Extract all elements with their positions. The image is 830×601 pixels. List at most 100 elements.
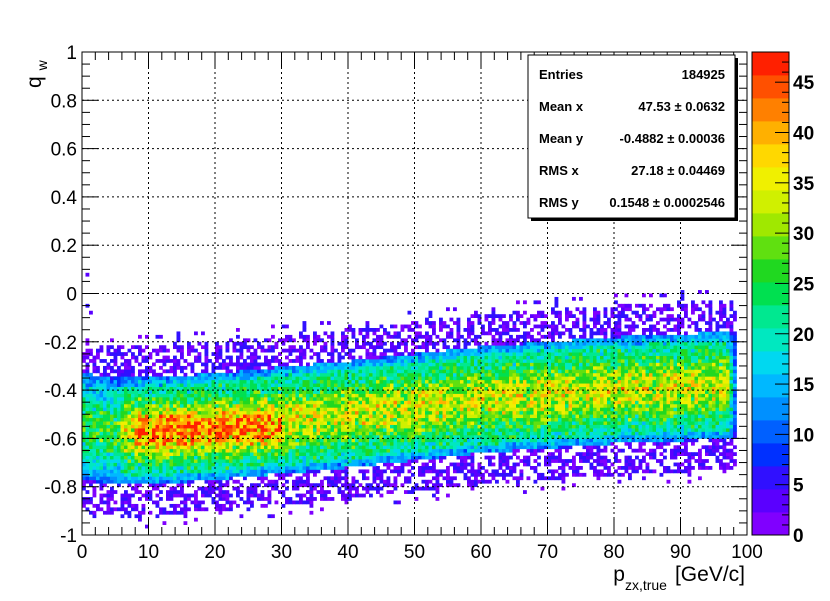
heatmap-cell [250,441,254,446]
heatmap-cell [316,441,321,446]
heatmap-cell [299,400,303,405]
heatmap-cell [484,365,489,370]
heatmap-cell [141,434,146,439]
heatmap-cell [414,352,419,356]
heatmap-cell [187,421,191,425]
heatmap-cell [376,472,380,477]
heatmap-cell [383,459,387,463]
heatmap-cell [278,352,282,356]
heatmap-cell [131,376,135,381]
heatmap-cell [400,386,405,391]
heatmap-cell [113,348,118,353]
heatmap-cell [246,338,251,343]
heatmap-cell [442,434,447,439]
heatmap-cell [257,438,261,443]
heatmap-cell [204,455,209,460]
heatmap-cell [110,428,114,432]
heatmap-cell [211,400,216,405]
heatmap-cell [124,414,128,419]
heatmap-cell [120,362,125,367]
heatmap-cell [260,469,265,474]
heatmap-cell [495,472,499,477]
heatmap-cell [218,493,223,498]
heatmap-cell [85,441,90,446]
heatmap-cell [365,393,370,398]
heatmap-cell [330,417,335,422]
heatmap-cell [246,500,251,505]
heatmap-cell [85,403,90,408]
heatmap-cell [292,393,296,398]
heatmap-cell [439,452,443,456]
heatmap-cell [372,338,377,343]
heatmap-cell [257,441,261,446]
heatmap-cell [407,328,412,332]
heatmap-cell [414,445,419,450]
heatmap-cell [404,455,408,460]
heatmap-cell [292,386,296,391]
heatmap-cell [365,365,370,370]
heatmap-cell [425,369,429,374]
heatmap-cell [393,476,398,481]
heatmap-cell [264,452,268,456]
heatmap-cell [159,376,163,381]
heatmap-cell [124,434,128,439]
heatmap-cell [120,448,125,453]
heatmap-cell [348,417,352,422]
heatmap-cell [295,417,300,422]
heatmap-cell [131,400,135,405]
heatmap-cell [449,369,454,374]
heatmap-cell [411,400,415,405]
heatmap-cell [141,407,146,412]
heatmap-cell [89,359,93,363]
heatmap-cell [453,483,457,488]
heatmap-cell [456,386,461,391]
heatmap-cell [477,462,482,467]
heatmap-cell [169,434,174,439]
heatmap-cell [488,390,492,394]
heatmap-cell [96,448,100,453]
heatmap-cell [187,386,191,391]
heatmap-cell [260,424,265,429]
heatmap-cell [309,417,314,422]
heatmap-cell [148,376,153,381]
heatmap-cell [120,507,125,512]
heatmap-cell [260,372,265,377]
heatmap-cell [425,445,429,450]
heatmap-cell [201,472,205,477]
heatmap-cell [418,365,422,370]
heatmap-cell [439,459,443,463]
heatmap-cell [194,372,198,377]
heatmap-cell [411,379,415,384]
heatmap-cell [463,455,468,460]
heatmap-cell [187,390,191,394]
heatmap-cell [467,441,471,446]
heatmap-cell [369,421,373,425]
heatmap-cell [173,469,177,474]
heatmap-cell [467,455,471,460]
heatmap-cell [474,376,478,381]
heatmap-cell [348,393,352,398]
heatmap-cell [495,407,499,412]
heatmap-cell [124,510,128,515]
heatmap-cell [159,472,163,477]
heatmap-cell [418,393,422,398]
heatmap-cell [470,328,475,332]
heatmap-cell [155,493,160,498]
heatmap-cell [225,448,230,453]
heatmap-cell [292,486,296,491]
heatmap-cell [166,466,170,470]
heatmap-cell [274,359,279,363]
heatmap-cell [250,397,254,401]
heatmap-cell [421,455,426,460]
heatmap-cell [92,486,97,491]
heatmap-cell [257,455,261,460]
heatmap-cell [393,369,398,374]
heatmap-cell [467,469,471,474]
heatmap-cell [285,469,289,474]
heatmap-cell [180,417,184,422]
heatmap-cell [271,383,275,387]
heatmap-cell [113,379,118,384]
heatmap-cell [495,441,499,446]
heatmap-cell [495,431,499,436]
heatmap-cell [155,514,160,519]
